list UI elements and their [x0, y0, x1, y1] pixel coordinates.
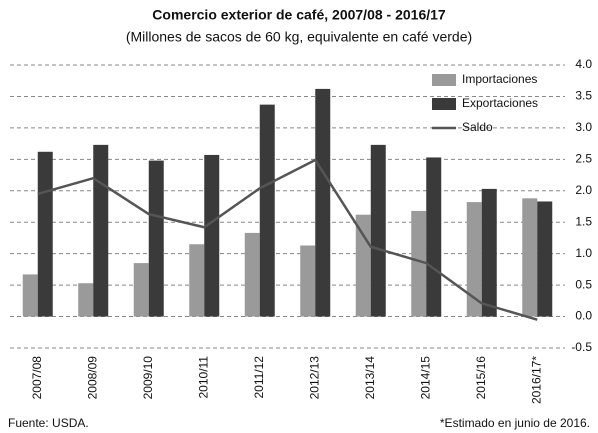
y-tick-label: 2.0: [575, 183, 592, 197]
line: [37, 158, 538, 321]
bar: [522, 198, 538, 317]
x-tick-label: 2013/14: [363, 356, 377, 400]
bar: [537, 201, 553, 317]
x-tick-label: 2008/09: [85, 356, 99, 400]
bar: [426, 157, 442, 317]
legend-label: Exportaciones: [462, 96, 538, 110]
bar: [133, 263, 149, 317]
x-tick-label: 2012/13: [307, 356, 321, 400]
bar: [93, 144, 109, 317]
y-tick-label: 2.5: [575, 152, 592, 166]
x-tick-label: 2011/12: [252, 356, 266, 399]
chart-subtitle: (Millones de sacos de 60 kg, equivalente…: [126, 29, 472, 45]
bar: [78, 283, 94, 317]
source: Fuente: USDA.: [8, 416, 89, 430]
y-tick-label: 0.5: [575, 277, 592, 291]
bar: [411, 210, 427, 317]
bar: [259, 104, 275, 317]
legend-label: Saldo: [462, 120, 493, 134]
y-tick-label: 1.0: [575, 246, 592, 260]
bar: [244, 232, 260, 317]
y-tick-label: 4.0: [575, 57, 592, 71]
bar: [37, 151, 53, 317]
y-tick-label: -0.5: [571, 340, 592, 354]
chart-title: Comercio exterior de café, 2007/08 - 201…: [152, 7, 446, 23]
bar: [481, 188, 497, 317]
y-tick-label: 3.0: [575, 120, 592, 134]
bar: [189, 244, 205, 317]
bar: [204, 154, 220, 317]
y-tick-label: 3.5: [575, 89, 592, 103]
bar: [355, 214, 371, 317]
x-tick-label: 2007/08: [30, 356, 44, 400]
note: *Estimado en junio de 2016.: [440, 416, 590, 430]
x-tick-label: 2009/10: [141, 356, 155, 400]
y-tick-label: 0.0: [575, 309, 592, 323]
bar: [300, 245, 316, 317]
x-tick-label: 2010/11: [196, 356, 210, 399]
legend-label: Importaciones: [462, 72, 537, 86]
legend-swatch: [432, 74, 456, 86]
bar: [148, 160, 164, 317]
bar: [22, 274, 38, 317]
y-tick-label: 1.5: [575, 214, 592, 228]
legend-swatch: [432, 98, 456, 110]
bar: [315, 88, 331, 317]
bar: [370, 144, 386, 317]
bar: [466, 202, 482, 317]
x-tick-label: 2014/15: [418, 356, 432, 400]
x-tick-label: 2016/17*: [529, 356, 543, 404]
x-tick-label: 2015/16: [474, 356, 488, 400]
